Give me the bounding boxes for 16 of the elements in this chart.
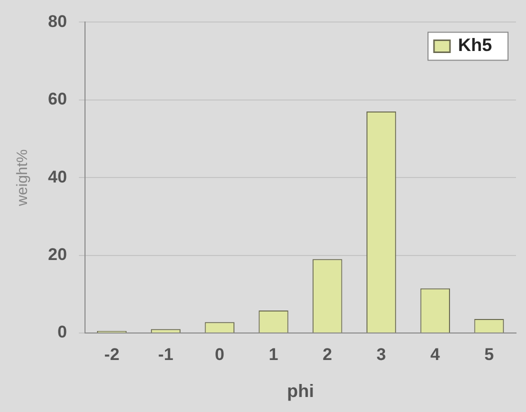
x-tick-label: 2 — [322, 344, 332, 364]
y-tick-label: 20 — [48, 244, 67, 264]
y-tick-label: 60 — [48, 90, 67, 109]
x-tick-label: 3 — [376, 344, 386, 364]
y-tick-label: 0 — [57, 322, 67, 342]
y-axis-title: weight% — [14, 149, 32, 207]
y-tick-label: 80 — [48, 12, 67, 31]
x-axis-title: phi — [286, 381, 314, 402]
legend-label: Kh5 — [458, 35, 492, 56]
x-tick-label: -2 — [104, 344, 120, 364]
x-tick-label: 0 — [214, 344, 224, 364]
x-tick-label: 1 — [268, 344, 278, 364]
x-tick-label: -1 — [158, 344, 174, 364]
x-tick-label: 5 — [484, 344, 494, 364]
x-tick-label: 4 — [430, 344, 440, 364]
y-tick-label: 40 — [48, 167, 67, 186]
